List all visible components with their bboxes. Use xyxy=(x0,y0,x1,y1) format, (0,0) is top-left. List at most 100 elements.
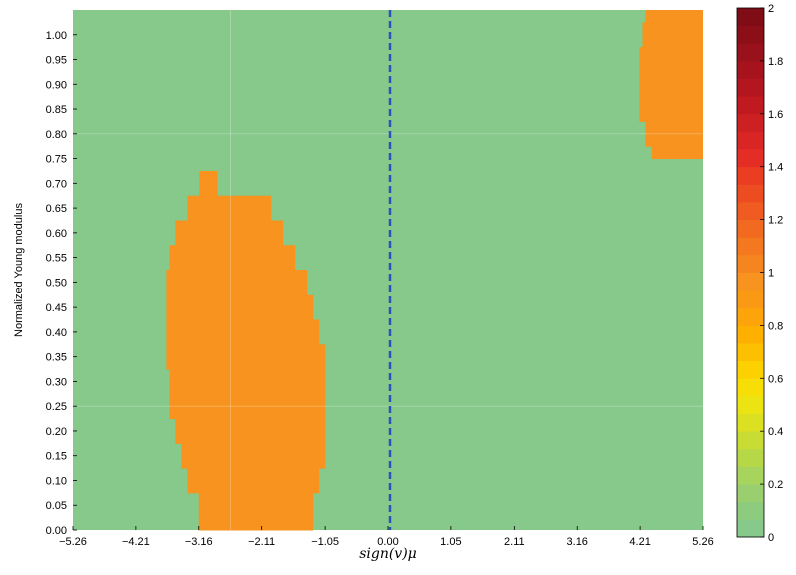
y-tick-label: 0.15 xyxy=(46,451,67,463)
y-tick-label: 0.35 xyxy=(46,352,67,364)
heatmap-cell xyxy=(166,294,314,321)
colorbar-segments xyxy=(737,8,764,538)
colorbar-segment xyxy=(737,184,764,203)
heatmap-cell xyxy=(169,393,326,420)
left-lobe xyxy=(166,170,326,531)
colorbar-tick-label: 1.2 xyxy=(768,215,783,227)
heatmap-cell xyxy=(199,170,218,197)
colorbar-segment xyxy=(737,201,764,220)
colorbar-tick-label: 0.2 xyxy=(768,479,783,491)
colorbar-tick-label: 1.4 xyxy=(768,162,783,174)
colorbar-segment xyxy=(737,343,764,362)
heatmap-cell xyxy=(642,22,703,48)
heatmap-cell xyxy=(198,517,314,531)
y-tick-label: 0.00 xyxy=(46,525,67,537)
y-tick-label: 0.95 xyxy=(46,55,67,67)
y-tick-label: 0.55 xyxy=(46,253,67,265)
colorbar-segment xyxy=(737,254,764,273)
heatmap-cell xyxy=(166,344,326,370)
heatmap-cell xyxy=(639,71,703,98)
y-tick-label: 0.25 xyxy=(46,401,67,413)
x-tick-label: −3.16 xyxy=(185,536,213,548)
colorbar-segment xyxy=(737,166,764,185)
heatmap-cell xyxy=(645,121,703,147)
heatmap-cell xyxy=(169,369,326,395)
heatmap-cell xyxy=(166,319,320,345)
y-tick-label: 0.40 xyxy=(46,327,67,339)
colorbar-segment xyxy=(737,113,764,132)
y-tick-label: 0.85 xyxy=(46,104,67,116)
colorbar-tick-label: 2 xyxy=(768,3,774,15)
colorbar-tick-label: 0.6 xyxy=(768,373,783,385)
y-tick-label: 0.75 xyxy=(46,154,67,166)
colorbar-ticks: 0 0.2 0.4 0.6 0.8 1 1.2 1.4 1.6 1.8 2 xyxy=(760,3,783,544)
colorbar-segment xyxy=(737,466,764,485)
colorbar-segment xyxy=(737,78,764,97)
heatmap-cell xyxy=(166,270,308,296)
heatmap-cell xyxy=(639,96,703,122)
heatmap-cell xyxy=(175,220,284,246)
colorbar-tick-label: 1.8 xyxy=(768,56,783,68)
x-tick-label: −5.26 xyxy=(59,536,87,548)
y-tick-label: 1.00 xyxy=(46,30,67,42)
heatmap-cell xyxy=(181,443,326,469)
y-axis-ticks: 0.00 0.05 0.10 0.15 0.20 0.25 0.30 0.35 0.40 0.45… xyxy=(46,30,77,537)
colorbar-segment xyxy=(737,519,764,538)
colorbar-segment xyxy=(737,219,764,238)
colorbar-segment xyxy=(737,272,764,291)
y-tick-label: 0.05 xyxy=(46,500,67,512)
colorbar-segment xyxy=(737,290,764,309)
heatmap-cell xyxy=(175,418,326,444)
heatmap-cell xyxy=(651,146,703,160)
heatmap-cell xyxy=(187,468,320,494)
x-tick-label: −4.21 xyxy=(122,536,150,548)
colorbar-segment xyxy=(737,25,764,44)
colorbar-segment xyxy=(737,96,764,115)
colorbar-segment xyxy=(737,431,764,450)
colorbar-tick-label: 0.8 xyxy=(768,320,783,332)
y-tick-label: 0.60 xyxy=(46,228,67,240)
x-tick-label: 4.21 xyxy=(629,536,650,548)
colorbar-segment xyxy=(737,448,764,467)
y-tick-label: 0.10 xyxy=(46,475,67,487)
colorbar-segment xyxy=(737,131,764,150)
x-tick-label: 2.11 xyxy=(504,536,525,548)
heatmap-regions xyxy=(166,10,703,531)
y-tick-label: 0.70 xyxy=(46,178,67,190)
heatmap-cell xyxy=(187,195,272,221)
colorbar: 0 0.2 0.4 0.6 0.8 1 1.2 1.4 1.6 1.8 2 xyxy=(736,3,783,544)
colorbar-segment xyxy=(737,378,764,397)
top-right-region xyxy=(639,10,703,160)
y-tick-label: 0.65 xyxy=(46,203,67,215)
colorbar-segment xyxy=(737,484,764,503)
x-axis-label: sign(v)μ xyxy=(359,546,417,562)
heatmap-cell xyxy=(169,245,296,271)
colorbar-segment xyxy=(737,395,764,414)
y-tick-label: 0.30 xyxy=(46,376,67,388)
y-axis-label: Normalized Young modulus xyxy=(13,203,25,337)
y-tick-label: 0.90 xyxy=(46,79,67,91)
colorbar-segment xyxy=(737,237,764,256)
x-axis-ticks: −5.26 −4.21 −3.16 −2.11 −1.05 0.00 1.05 2.11 3.1… xyxy=(59,526,714,548)
colorbar-segment xyxy=(737,325,764,344)
colorbar-segment xyxy=(737,501,764,520)
y-tick-label: 0.80 xyxy=(46,129,67,141)
x-tick-label: −2.11 xyxy=(248,536,275,548)
colorbar-segment xyxy=(737,149,764,168)
x-tick-label: 0.00 xyxy=(377,536,398,548)
heatmap-plot-area xyxy=(73,10,703,531)
x-tick-label: 1.05 xyxy=(440,536,461,548)
heatmap-cell xyxy=(198,492,314,519)
x-tick-label: −1.05 xyxy=(311,536,339,548)
colorbar-tick-label: 0.4 xyxy=(768,426,783,438)
x-tick-label: 3.16 xyxy=(567,536,588,548)
heatmap-cell xyxy=(639,47,703,73)
colorbar-tick-label: 1.6 xyxy=(768,109,783,121)
colorbar-segment xyxy=(737,360,764,379)
colorbar-segment xyxy=(737,413,764,432)
y-tick-label: 0.45 xyxy=(46,302,67,314)
colorbar-segment xyxy=(737,307,764,326)
heatmap-cell xyxy=(645,10,703,23)
y-tick-label: 0.50 xyxy=(46,277,67,289)
